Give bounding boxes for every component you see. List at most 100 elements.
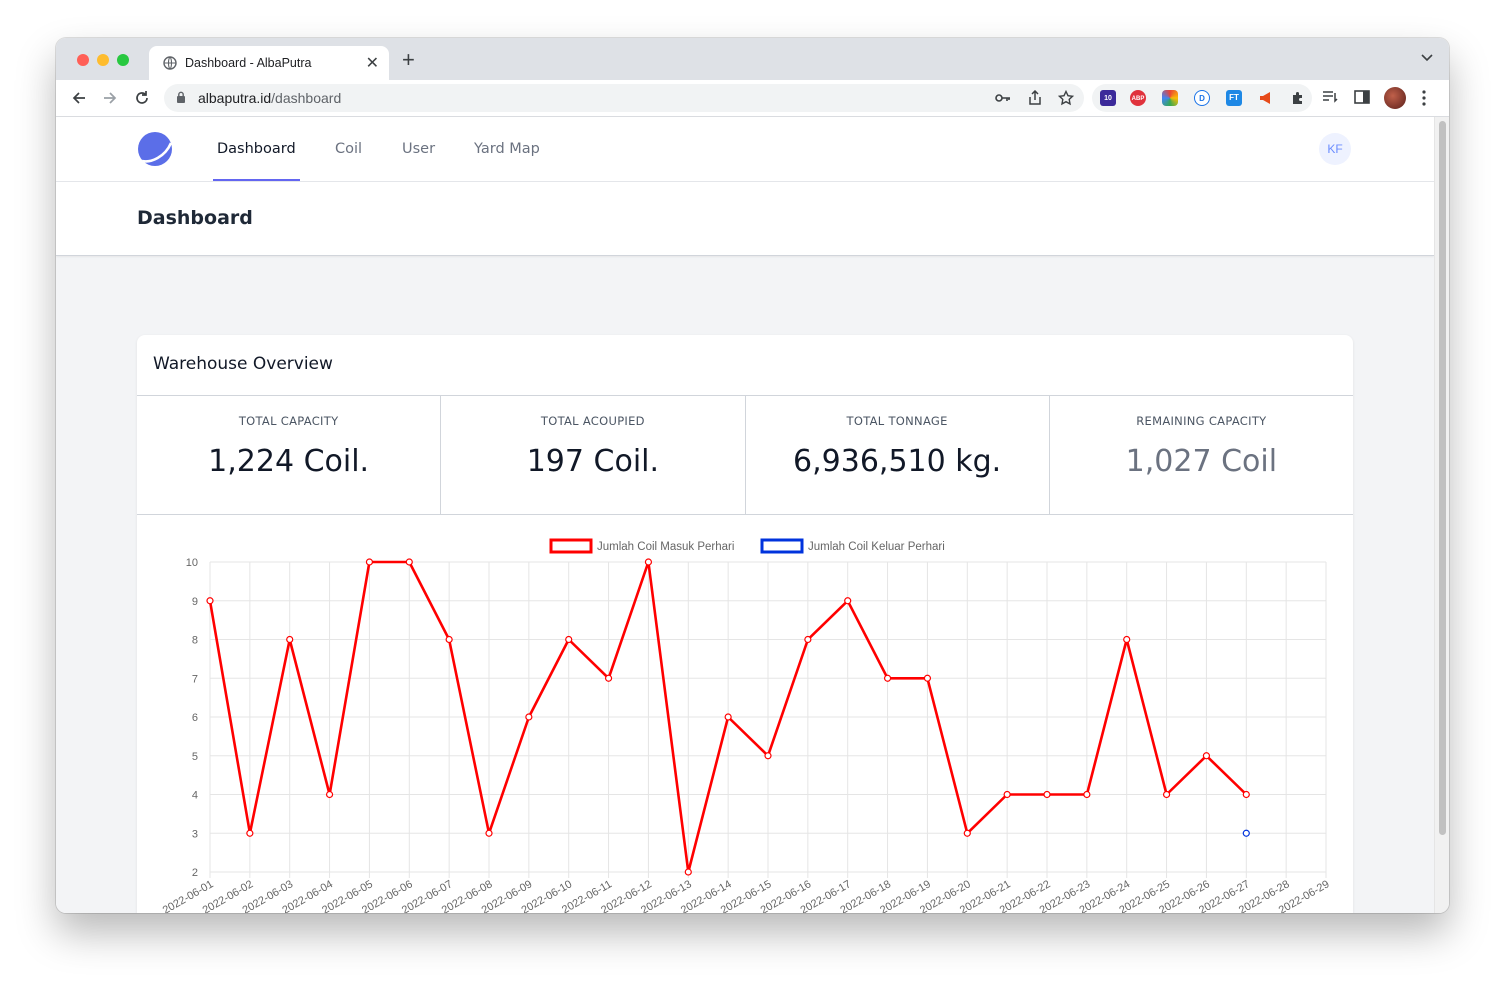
card-title: Warehouse Overview [153, 354, 333, 374]
data-point [1162, 790, 1171, 799]
nav-user[interactable]: User [402, 141, 436, 157]
active-nav-indicator [213, 179, 300, 181]
data-point [923, 674, 932, 682]
zoom-window-button[interactable] [117, 54, 129, 66]
side-panel-icon[interactable] [1354, 90, 1370, 104]
data-point [405, 558, 413, 566]
key-icon[interactable] [994, 90, 1012, 106]
legend-swatch [760, 538, 804, 554]
y-tick-label: 7 [192, 673, 198, 685]
ext-abp-label: ABP [1131, 96, 1145, 102]
albaputra-logo-icon[interactable] [137, 131, 173, 167]
user-avatar[interactable]: KF [1319, 133, 1351, 165]
stat-label: TOTAL CAPACITY [238, 414, 339, 428]
scrollbar-thumb[interactable] [1439, 121, 1446, 835]
puzzle-extensions-icon[interactable] [1290, 90, 1306, 106]
back-arrow-icon[interactable] [70, 89, 88, 107]
ext-d-label: D [1199, 94, 1205, 103]
stat-label: REMAINING CAPACITY [1136, 414, 1267, 428]
tab-close-icon[interactable]: ✕ [365, 55, 379, 72]
page-title: Dashboard [137, 207, 253, 229]
y-tick-label: 8 [192, 635, 198, 647]
stat-label: TOTAL TONNAGE [846, 414, 948, 428]
stat-total-capacity: TOTAL CAPACITY 1,224 Coil. [137, 396, 442, 514]
new-tab-button[interactable]: + [402, 47, 415, 72]
stat-value: 197 Coil. [526, 444, 660, 479]
data-point [525, 713, 533, 721]
legend-swatch [549, 538, 593, 554]
share-icon[interactable] [1028, 90, 1042, 106]
nav-yard-map[interactable]: Yard Map [474, 141, 540, 157]
extensions-area: 10 ABP D FT [1092, 84, 1312, 112]
y-tick-label: 10 [186, 557, 198, 569]
y-tick-label: 5 [192, 751, 198, 763]
data-point [206, 597, 214, 605]
nav-coil[interactable]: Coil [335, 141, 363, 157]
lock-icon[interactable] [176, 91, 186, 104]
app-navbar: Dashboard Coil User Yard Map KF [56, 117, 1434, 182]
ext-d-icon[interactable]: D [1194, 90, 1210, 106]
data-point [1003, 790, 1011, 799]
forward-arrow-icon[interactable] [101, 89, 119, 107]
close-window-button[interactable] [77, 54, 89, 66]
data-point [1123, 635, 1131, 644]
url-text[interactable]: albaputra.id/dashboard [198, 90, 341, 106]
warehouse-overview-card: Warehouse Overview TOTAL CAPACITY 1,224 … [137, 335, 1353, 913]
data-point [684, 868, 692, 876]
data-point [804, 635, 812, 644]
data-point [604, 674, 613, 682]
data-point [565, 635, 573, 644]
more-menu-icon[interactable] [1422, 90, 1426, 106]
page-header: Dashboard [56, 182, 1434, 256]
tab-bar: Dashboard - AlbaPutra ✕ + [56, 38, 1449, 80]
y-tick-label: 2 [192, 867, 198, 879]
reload-icon[interactable] [133, 89, 151, 107]
legend-label: Jumlah Coil Keluar Perhari [808, 541, 945, 553]
data-point [325, 790, 334, 799]
tab-search-chevron-icon[interactable] [1421, 54, 1433, 62]
minimize-window-button[interactable] [97, 54, 109, 66]
ext-ft-icon[interactable]: FT [1226, 90, 1242, 106]
stat-value: 6,936,510 kg. [793, 444, 1002, 479]
data-point [724, 713, 732, 721]
nav-dashboard[interactable]: Dashboard [217, 141, 296, 157]
ext-badge: 10 [1104, 95, 1112, 102]
data-point [1242, 829, 1250, 837]
data-point [246, 829, 254, 837]
adblock-plus-icon[interactable]: ABP [1130, 90, 1146, 106]
ext-graduation-icon[interactable]: 10 [1100, 90, 1116, 106]
data-point [883, 674, 892, 682]
profile-avatar[interactable] [1384, 87, 1406, 109]
bookmark-star-icon[interactable] [1058, 90, 1074, 106]
data-point [1043, 790, 1051, 799]
stat-total-occupied: TOTAL ACOUPIED 197 Coil. [441, 396, 746, 514]
data-point [485, 829, 493, 837]
chart-svg: 10987654322022-06-012022-06-022022-06-03… [161, 538, 1332, 913]
data-point [1083, 790, 1091, 799]
y-tick-label: 3 [192, 828, 198, 840]
y-tick-label: 4 [192, 790, 198, 802]
data-point [764, 752, 772, 760]
stat-label: TOTAL ACOUPIED [540, 414, 645, 428]
data-point [963, 829, 971, 837]
data-point [644, 558, 653, 566]
stat-total-tonnage: TOTAL TONNAGE 6,936,510 kg. [746, 396, 1050, 514]
browser-toolbar: albaputra.id/dashboard 10 ABP D FT [56, 80, 1449, 117]
coil-line-chart: 10 9 8 7 6 5 4 3 2 2022-06-01 2022-06-02 2022-06-03… [137, 525, 1353, 913]
url-path: /dashboard [271, 90, 342, 106]
page-scrollbar[interactable] [1434, 117, 1449, 913]
reading-list-icon[interactable] [1322, 90, 1338, 104]
megaphone-icon[interactable] [1258, 90, 1274, 106]
browser-window: Dashboard - AlbaPutra ✕ + albaputra.id/d… [56, 38, 1449, 913]
url-host: albaputra.id [198, 90, 272, 106]
stat-value: 1,224 Coil. [208, 444, 370, 479]
legend-label: Jumlah Coil Masuk Perhari [597, 541, 734, 553]
y-tick-label: 9 [192, 596, 198, 608]
color-picker-extension-icon[interactable] [1162, 90, 1178, 106]
address-bar[interactable]: albaputra.id/dashboard [164, 84, 1084, 112]
globe-icon [163, 56, 177, 70]
y-tick-label: 6 [192, 712, 198, 724]
browser-tab[interactable]: Dashboard - AlbaPutra ✕ [149, 46, 389, 80]
data-point [1202, 752, 1211, 760]
stat-value: 1,027 Coil [1125, 444, 1278, 479]
